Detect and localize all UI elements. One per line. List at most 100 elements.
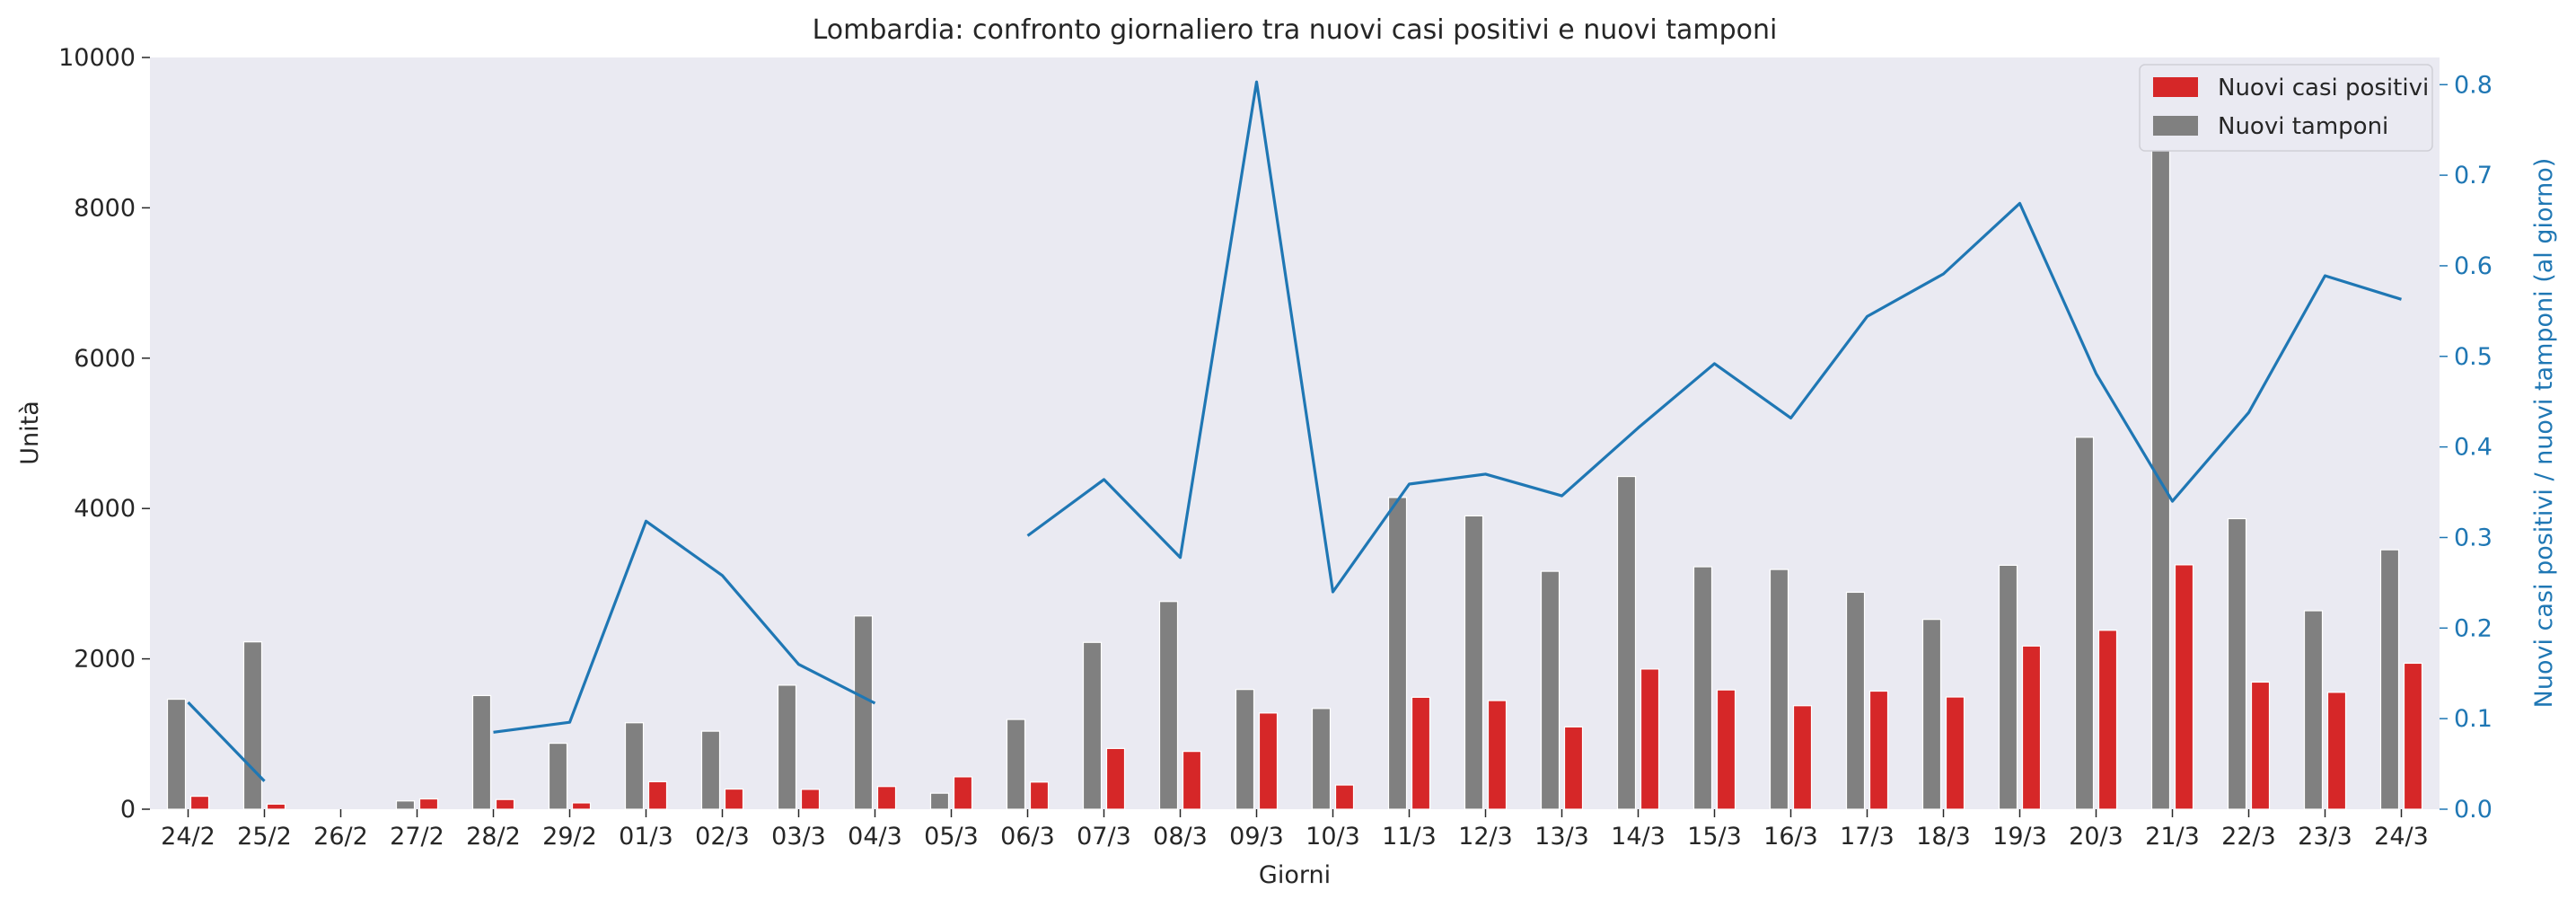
- x-tick-label: 22/3: [2221, 823, 2276, 851]
- bar-positivi: [1487, 700, 1508, 810]
- y-tick-label: 4000: [74, 495, 136, 523]
- x-tick-label: 02/3: [695, 823, 750, 851]
- bar-positivi: [724, 788, 744, 810]
- y2-tick-label: 0.8: [2454, 71, 2492, 99]
- x-tick-label: 05/3: [924, 823, 979, 851]
- x-tick-label: 19/3: [1992, 823, 2047, 851]
- bar-tamponi: [548, 742, 568, 810]
- bar-positivi: [2174, 564, 2194, 810]
- x-tick-label: 27/2: [390, 823, 444, 851]
- y-axis-label: Unità: [16, 401, 44, 465]
- x-tick-label: 20/3: [2069, 823, 2123, 851]
- bar-positivi: [1029, 781, 1050, 810]
- x-tick-label: 25/2: [237, 823, 292, 851]
- y-tick-label: 0: [120, 796, 136, 824]
- x-tick-label: 21/3: [2145, 823, 2200, 851]
- legend-swatch-tamponi: [2153, 116, 2198, 136]
- bar-positivi: [1334, 784, 1355, 810]
- y2-tick-label: 0.7: [2454, 162, 2492, 190]
- x-tick-label: 18/3: [1916, 823, 1971, 851]
- x-tick-label: 10/3: [1306, 823, 1360, 851]
- bar-positivi: [2326, 692, 2347, 810]
- bar-tamponi: [700, 730, 721, 810]
- x-tick-label: 11/3: [1382, 823, 1437, 851]
- legend-box: [2139, 64, 2433, 152]
- bar-positivi: [189, 796, 210, 810]
- x-tick-label: 14/3: [1611, 823, 1666, 851]
- bar-positivi: [1716, 689, 1736, 810]
- bar-positivi: [2403, 662, 2423, 810]
- legend-swatch-positivi: [2153, 77, 2198, 97]
- x-tick-label: 16/3: [1763, 823, 1818, 851]
- bar-tamponi: [853, 615, 874, 810]
- bar-tamponi: [2379, 549, 2400, 810]
- y2-tick-label: 0.2: [2454, 614, 2492, 642]
- bar-tamponi: [1692, 566, 1713, 810]
- chart-title: Lombardia: confronto giornaliero tra nuo…: [813, 14, 1778, 46]
- plot-area: [150, 57, 2440, 809]
- y-tick-label: 10000: [58, 44, 136, 72]
- y2-tick-label: 0.4: [2454, 434, 2492, 462]
- bar-tamponi: [1311, 708, 1332, 810]
- x-tick-label: 09/3: [1229, 823, 1284, 851]
- bar-tamponi: [1540, 570, 1561, 810]
- x-tick-label: 24/2: [161, 823, 215, 851]
- bar-positivi: [266, 803, 286, 810]
- bar-tamponi: [1616, 475, 1637, 810]
- axes-layer: 0 2000 4000 6000 8000 10000 0.0 0.1 0.2 0.3 0.4 0.5…: [58, 44, 2492, 851]
- bar-tamponi: [1769, 569, 1789, 810]
- x-tick-label: 04/3: [848, 823, 902, 851]
- y2-tick-label: 0.6: [2454, 252, 2492, 280]
- bar-positivi: [800, 789, 821, 810]
- bar-positivi: [647, 780, 668, 810]
- bar-tamponi: [1006, 718, 1026, 810]
- x-tick-label: 29/2: [542, 823, 597, 851]
- ratio-line-segment: [187, 701, 266, 782]
- bar-tamponi: [1158, 601, 1179, 810]
- bar-positivi: [1258, 712, 1279, 810]
- y2-axis-label: Nuovi casi positivi / nuovi tamponi (al …: [2530, 158, 2558, 709]
- bar-positivi: [876, 786, 897, 810]
- bar-tamponi: [242, 641, 263, 810]
- bar-tamponi: [395, 800, 416, 810]
- bar-tamponi: [1998, 564, 2018, 810]
- bar-positivi: [2250, 681, 2271, 810]
- bar-tamponi: [777, 684, 797, 810]
- legend-label-tamponi: Nuovi tamponi: [2218, 113, 2388, 140]
- y-tick-label: 8000: [74, 194, 136, 222]
- y2-tick-label: 0.0: [2454, 796, 2492, 824]
- bar-positivi: [953, 776, 973, 810]
- bar-tamponi: [1845, 591, 1866, 810]
- bar-tamponi: [2074, 436, 2095, 810]
- bar-tamponi: [1464, 515, 1484, 810]
- bar-positivi: [1640, 668, 1660, 810]
- y-tick-label: 6000: [74, 345, 136, 373]
- x-tick-label: 07/3: [1077, 823, 1131, 851]
- bar-positivi: [1945, 696, 1965, 810]
- bars-layer: [166, 89, 2423, 810]
- bar-positivi: [495, 798, 515, 810]
- bar-positivi: [2097, 630, 2118, 810]
- bar-positivi: [1563, 726, 1584, 810]
- y2-tick-label: 0.5: [2454, 343, 2492, 371]
- x-tick-label: 06/3: [1000, 823, 1055, 851]
- x-tick-label: 26/2: [313, 823, 368, 851]
- bar-tamponi: [929, 792, 950, 810]
- ratio-line-layer: [187, 80, 2402, 782]
- bar-tamponi: [471, 694, 492, 810]
- x-tick-label: 24/3: [2374, 823, 2429, 851]
- y2-tick-label: 0.1: [2454, 705, 2492, 733]
- bar-tamponi: [2150, 89, 2171, 810]
- bar-positivi: [571, 802, 592, 810]
- x-tick-label: 28/2: [466, 823, 521, 851]
- bar-positivi: [2021, 645, 2042, 810]
- bar-tamponi: [2227, 517, 2247, 810]
- x-tick-label: 13/3: [1534, 823, 1589, 851]
- bar-tamponi: [624, 722, 645, 810]
- bar-positivi: [1105, 747, 1126, 810]
- x-tick-label: 23/3: [2298, 823, 2352, 851]
- bar-positivi: [1792, 705, 1813, 810]
- bar-tamponi: [166, 698, 187, 810]
